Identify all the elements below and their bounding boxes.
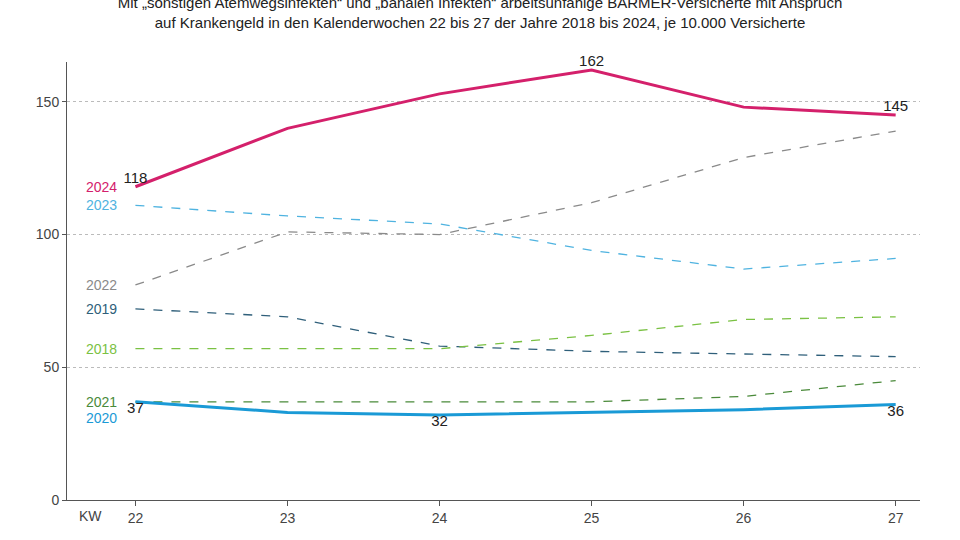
svg-text:50: 50	[44, 359, 60, 375]
svg-text:KW: KW	[79, 508, 102, 524]
svg-text:118: 118	[123, 169, 147, 186]
svg-text:2022: 2022	[86, 277, 117, 293]
svg-text:145: 145	[883, 97, 908, 114]
svg-text:2018: 2018	[86, 341, 117, 357]
svg-text:23: 23	[280, 510, 296, 526]
svg-text:2023: 2023	[86, 197, 117, 213]
svg-text:Mit „sonstigen Atemwegsinfekte: Mit „sonstigen Atemwegsinfekten“ und „ba…	[118, 0, 843, 31]
svg-text:24: 24	[432, 510, 448, 526]
svg-text:2021: 2021	[86, 394, 117, 410]
svg-text:26: 26	[736, 510, 752, 526]
svg-text:2024: 2024	[86, 179, 117, 195]
svg-text:150: 150	[36, 94, 60, 110]
svg-text:25: 25	[584, 510, 600, 526]
svg-text:22: 22	[128, 510, 144, 526]
svg-text:2019: 2019	[86, 301, 117, 317]
svg-text:37: 37	[127, 399, 144, 416]
svg-text:32: 32	[431, 412, 448, 429]
svg-text:36: 36	[887, 402, 904, 419]
svg-text:0: 0	[51, 492, 59, 508]
svg-text:162: 162	[579, 52, 604, 69]
svg-text:27: 27	[888, 510, 904, 526]
svg-text:100: 100	[36, 226, 60, 242]
svg-text:2020: 2020	[86, 410, 117, 426]
